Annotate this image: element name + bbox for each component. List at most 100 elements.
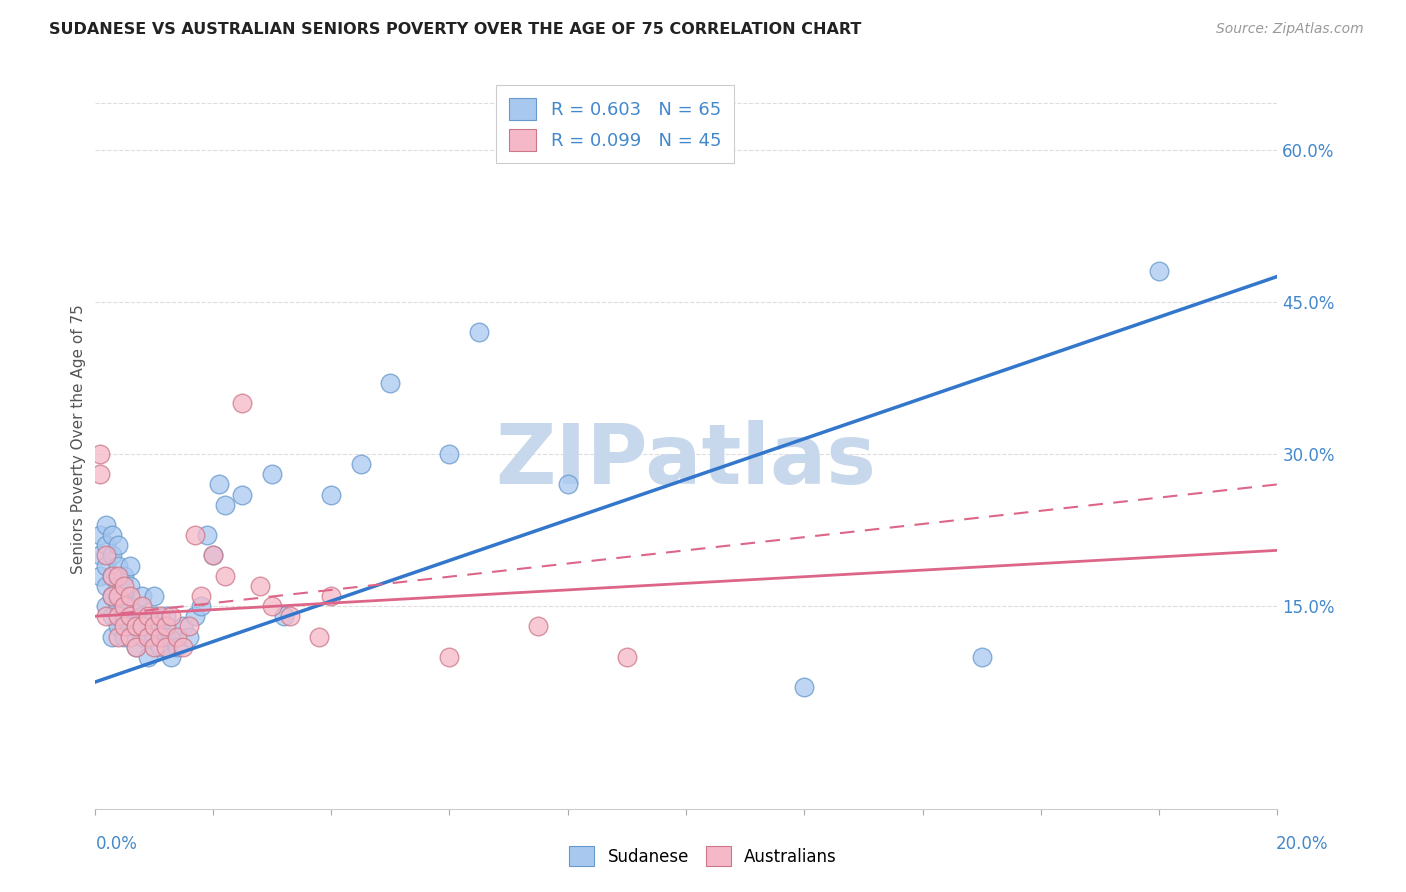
- Point: [321, 589, 343, 603]
- Point: [89, 528, 111, 542]
- Point: [149, 630, 172, 644]
- Point: [195, 528, 218, 542]
- Legend: Sudanese, Australians: Sudanese, Australians: [562, 839, 844, 873]
- Point: [231, 396, 253, 410]
- Point: [160, 649, 183, 664]
- Point: [439, 447, 461, 461]
- Point: [107, 579, 129, 593]
- Point: [112, 609, 135, 624]
- Point: [136, 609, 159, 624]
- Text: 20.0%: 20.0%: [1277, 835, 1329, 853]
- Point: [107, 538, 129, 552]
- Point: [201, 549, 224, 563]
- Point: [112, 619, 135, 633]
- Point: [142, 589, 165, 603]
- Point: [112, 579, 135, 593]
- Text: ZIPatlas: ZIPatlas: [495, 420, 876, 501]
- Point: [380, 376, 402, 390]
- Point: [184, 528, 207, 542]
- Point: [89, 467, 111, 482]
- Point: [120, 619, 142, 633]
- Point: [112, 589, 135, 603]
- Point: [101, 549, 124, 563]
- Point: [120, 599, 142, 614]
- Y-axis label: Seniors Poverty Over the Age of 75: Seniors Poverty Over the Age of 75: [72, 304, 86, 574]
- Point: [142, 619, 165, 633]
- Point: [125, 619, 148, 633]
- Point: [149, 609, 172, 624]
- Point: [120, 579, 142, 593]
- Point: [107, 589, 129, 603]
- Point: [190, 589, 212, 603]
- Point: [131, 609, 153, 624]
- Point: [96, 609, 118, 624]
- Point: [107, 599, 129, 614]
- Point: [89, 549, 111, 563]
- Point: [125, 619, 148, 633]
- Point: [125, 640, 148, 654]
- Point: [107, 630, 129, 644]
- Point: [793, 680, 815, 694]
- Point: [172, 640, 194, 654]
- Point: [155, 619, 177, 633]
- Point: [970, 649, 993, 664]
- Point: [107, 568, 129, 582]
- Text: 0.0%: 0.0%: [96, 835, 138, 853]
- Point: [112, 568, 135, 582]
- Text: SUDANESE VS AUSTRALIAN SENIORS POVERTY OVER THE AGE OF 75 CORRELATION CHART: SUDANESE VS AUSTRALIAN SENIORS POVERTY O…: [49, 22, 862, 37]
- Point: [260, 599, 283, 614]
- Point: [120, 630, 142, 644]
- Point: [131, 599, 153, 614]
- Point: [1147, 264, 1170, 278]
- Point: [142, 630, 165, 644]
- Text: Source: ZipAtlas.com: Source: ZipAtlas.com: [1216, 22, 1364, 37]
- Point: [101, 568, 124, 582]
- Point: [179, 630, 201, 644]
- Point: [149, 619, 172, 633]
- Point: [231, 487, 253, 501]
- Point: [96, 579, 118, 593]
- Point: [308, 630, 330, 644]
- Point: [136, 630, 159, 644]
- Point: [136, 630, 159, 644]
- Point: [273, 609, 295, 624]
- Point: [160, 630, 183, 644]
- Point: [120, 609, 142, 624]
- Point: [101, 589, 124, 603]
- Point: [557, 477, 579, 491]
- Point: [107, 609, 129, 624]
- Point: [527, 619, 550, 633]
- Point: [249, 579, 271, 593]
- Point: [96, 599, 118, 614]
- Point: [155, 640, 177, 654]
- Point: [96, 549, 118, 563]
- Point: [101, 589, 124, 603]
- Point: [96, 518, 118, 533]
- Point: [112, 630, 135, 644]
- Point: [131, 630, 153, 644]
- Point: [131, 619, 153, 633]
- Point: [142, 640, 165, 654]
- Point: [142, 609, 165, 624]
- Point: [172, 619, 194, 633]
- Point: [616, 649, 638, 664]
- Point: [468, 325, 491, 339]
- Point: [184, 609, 207, 624]
- Point: [136, 649, 159, 664]
- Legend: R = 0.603   N = 65, R = 0.099   N = 45: R = 0.603 N = 65, R = 0.099 N = 45: [496, 85, 734, 163]
- Point: [160, 609, 183, 624]
- Point: [101, 528, 124, 542]
- Point: [166, 640, 188, 654]
- Point: [120, 558, 142, 573]
- Point: [439, 649, 461, 664]
- Point: [125, 599, 148, 614]
- Point: [112, 599, 135, 614]
- Point: [107, 558, 129, 573]
- Point: [321, 487, 343, 501]
- Point: [125, 640, 148, 654]
- Point: [214, 568, 236, 582]
- Point: [149, 640, 172, 654]
- Point: [278, 609, 301, 624]
- Point: [96, 538, 118, 552]
- Point: [155, 609, 177, 624]
